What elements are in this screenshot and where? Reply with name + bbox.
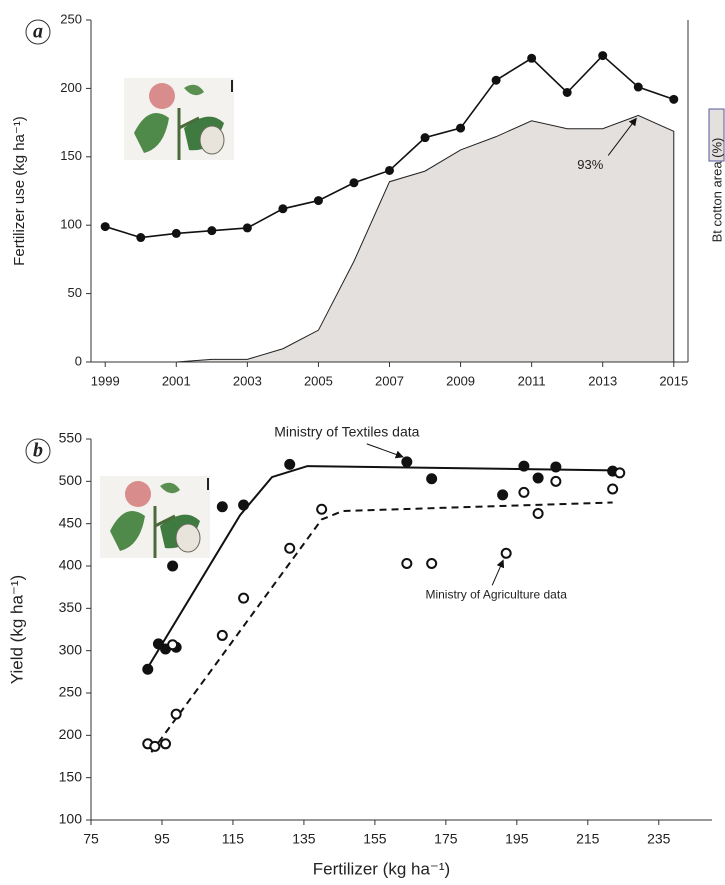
- point: [172, 229, 181, 238]
- point: [634, 83, 643, 92]
- point: [314, 196, 323, 205]
- y-tick-label: 50: [68, 285, 82, 300]
- y-tick-label: 400: [59, 557, 83, 573]
- point: [278, 204, 287, 213]
- x-tick-label: 135: [292, 831, 316, 847]
- y-tick-label: 100: [59, 811, 83, 827]
- cotton-image: [100, 476, 210, 558]
- x-tick-label: 175: [434, 831, 458, 847]
- y-tick-label: 250: [60, 11, 82, 26]
- x-tick-label: 1999: [91, 373, 120, 388]
- point: [239, 594, 248, 603]
- x-tick-label: 2013: [588, 373, 617, 388]
- x-tick-label: 2011: [518, 373, 546, 388]
- point: [285, 544, 294, 553]
- x-tick-label: 2007: [375, 373, 404, 388]
- x-tick-label: 2001: [162, 373, 191, 388]
- y-tick-label: 150: [59, 768, 83, 784]
- panel-b: b: [26, 439, 210, 558]
- point: [143, 665, 152, 674]
- point: [168, 562, 177, 571]
- y-tick-label: 200: [59, 726, 83, 742]
- point: [317, 505, 326, 514]
- point: [598, 51, 607, 60]
- point: [243, 223, 252, 232]
- annotation-arrow: [367, 444, 403, 457]
- y-axis-label: Yield (kg ha⁻¹): [7, 575, 26, 684]
- x-tick-label: 2005: [304, 373, 333, 388]
- point: [218, 631, 227, 640]
- point: [136, 233, 145, 242]
- cotton-image: [124, 78, 234, 160]
- annotation: 93%: [577, 157, 603, 172]
- x-tick-label: 75: [83, 831, 99, 847]
- point: [218, 502, 227, 511]
- point: [534, 509, 543, 518]
- point: [239, 501, 248, 510]
- point: [172, 710, 181, 719]
- x-tick-label: 115: [222, 831, 245, 847]
- point: [101, 222, 110, 231]
- y-tick-label: 150: [60, 148, 82, 163]
- point: [669, 95, 678, 104]
- y2-axis-label: Bt cotton area (%): [709, 138, 724, 243]
- fit-line: [151, 503, 612, 753]
- point: [498, 490, 507, 499]
- y-tick-label: 350: [59, 599, 83, 615]
- point: [551, 477, 560, 486]
- y-tick-label: 100: [60, 217, 82, 232]
- x-tick-label: 2003: [233, 373, 262, 388]
- point: [385, 166, 394, 175]
- annotation: Ministry of Textiles data: [274, 424, 419, 440]
- point: [519, 488, 528, 497]
- point: [161, 739, 170, 748]
- point: [502, 549, 511, 558]
- point: [551, 462, 560, 471]
- panel-a: a: [26, 20, 234, 160]
- point: [207, 226, 216, 235]
- point: [563, 88, 572, 97]
- panel-label: a: [33, 21, 43, 43]
- x-tick-label: 95: [154, 831, 170, 847]
- point: [519, 462, 528, 471]
- point: [492, 76, 501, 85]
- point: [427, 474, 436, 483]
- annotation-arrow: [492, 560, 503, 585]
- point: [456, 124, 465, 133]
- point: [402, 457, 411, 466]
- y-tick-label: 500: [59, 472, 83, 488]
- point: [349, 178, 358, 187]
- annotation: Ministry of Agriculture data: [425, 587, 567, 601]
- x-tick-label: 2009: [446, 373, 475, 388]
- x-axis-label: Fertilizer (kg ha⁻¹): [313, 859, 450, 878]
- x-tick-label: 155: [363, 831, 387, 847]
- point: [608, 484, 617, 493]
- point: [534, 473, 543, 482]
- x-tick-label: 2015: [659, 373, 688, 388]
- point: [527, 54, 536, 63]
- x-tick-label: 235: [647, 831, 671, 847]
- y-axis-label: Fertilizer use (kg ha⁻¹): [11, 116, 28, 266]
- point: [150, 742, 159, 751]
- y-tick-label: 300: [59, 641, 83, 657]
- y-tick-label: 250: [59, 684, 83, 700]
- point: [168, 640, 177, 649]
- y-tick-label: 0: [75, 353, 82, 368]
- y-tick-label: 550: [59, 430, 83, 446]
- point: [402, 559, 411, 568]
- point: [427, 559, 436, 568]
- x-tick-label: 215: [576, 831, 600, 847]
- x-tick-label: 195: [505, 831, 529, 847]
- figure: a b 93% 0 50 100 150 200 250 1999 2001 2003 2005 20…: [0, 0, 725, 885]
- panel-label: b: [33, 440, 43, 462]
- point: [285, 460, 294, 469]
- y-tick-label: 450: [59, 514, 83, 530]
- y-tick-label: 200: [60, 80, 82, 95]
- point: [615, 468, 624, 477]
- point: [421, 133, 430, 142]
